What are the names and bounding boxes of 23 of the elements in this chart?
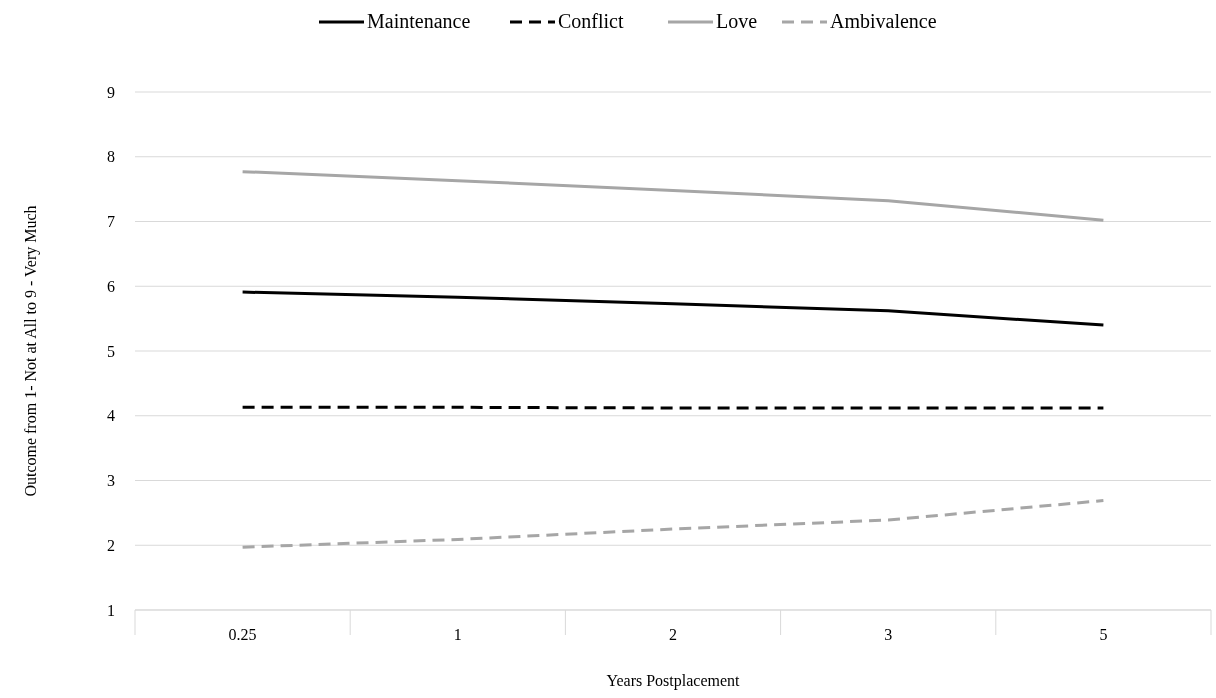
x-tick-label: 0.25	[228, 626, 257, 643]
x-axis-title: Years Postplacement	[606, 672, 741, 690]
y-tick-label: 2	[107, 536, 115, 554]
legend-label: Conflict	[558, 10, 624, 32]
y-tick-label: 6	[107, 277, 115, 295]
x-tick-label: 1	[453, 626, 462, 643]
x-tick-label: 3	[884, 626, 893, 643]
y-tick-label: 8	[107, 148, 115, 166]
y-tick-label: 5	[107, 342, 115, 360]
x-tick-label: 2	[669, 626, 677, 643]
line-series	[241, 290, 1105, 327]
legend-label: Maintenance	[367, 10, 471, 32]
legend-label: Love	[716, 10, 758, 32]
y-tick-label: 3	[107, 472, 115, 490]
y-tick-label: 4	[107, 407, 115, 425]
legend-label: Ambivalence	[830, 10, 937, 32]
line-series	[241, 499, 1105, 549]
y-tick-label: 1	[107, 601, 115, 619]
y-tick-label: 7	[107, 213, 115, 231]
x-tick-label: 5	[1099, 626, 1108, 643]
y-tick-label: 9	[107, 83, 115, 101]
line-series	[241, 170, 1105, 222]
y-axis-title: Outcome from 1- Not at All to 9 - Very Much	[22, 205, 40, 497]
